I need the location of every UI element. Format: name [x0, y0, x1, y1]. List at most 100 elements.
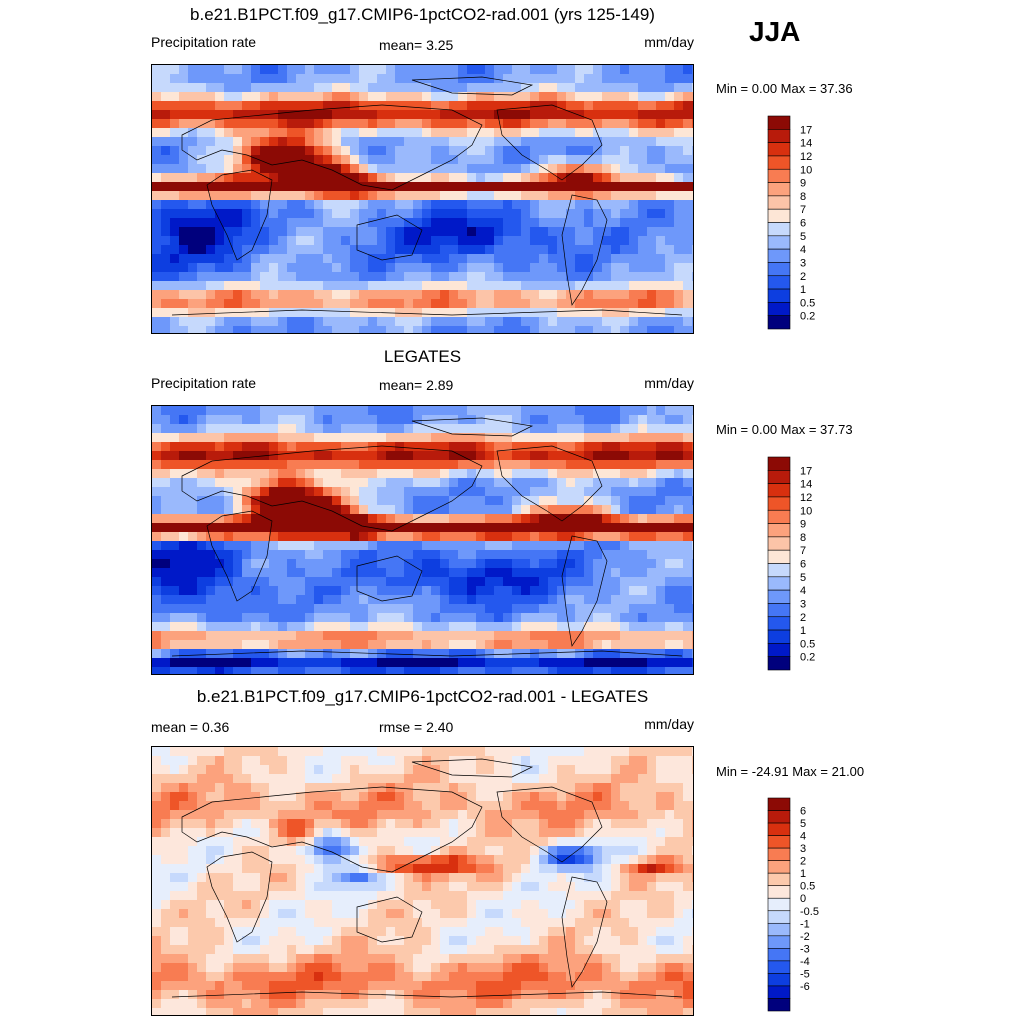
- panel-1-variable: Precipitation rate: [151, 34, 257, 50]
- colorbar-2-label: 17: [800, 465, 812, 477]
- colorbar-2-label: 12: [800, 492, 812, 504]
- panel-3-title: b.e21.B1PCT.f09_g17.CMIP6-1pctCO2-rad.00…: [196, 687, 649, 706]
- panel-2-title: LEGATES: [383, 347, 462, 366]
- colorbar-1-label: 14: [800, 138, 812, 150]
- colorbar-3-box: [767, 985, 791, 999]
- colorbar-1-label: 9: [800, 178, 806, 190]
- colorbar-2-box: [767, 576, 791, 591]
- colorbar-3-box: [767, 935, 791, 949]
- colorbar-1-box: [767, 195, 791, 210]
- colorbar-3-box: [767, 860, 791, 874]
- colorbar-2-box: [767, 496, 791, 511]
- colorbar-3-box: [767, 810, 791, 824]
- colorbar-1-label: 8: [800, 191, 806, 203]
- colorbar-2-box: [767, 603, 791, 618]
- colorbar-3-box: [767, 897, 791, 912]
- colorbar-2-box: [767, 536, 791, 551]
- colorbar-1-box: [767, 235, 791, 250]
- colorbar-2-box: [767, 509, 791, 524]
- panel-2-mean: mean= 2.89: [379, 377, 454, 393]
- colorbar-2-box: [767, 643, 791, 657]
- colorbar-2-box: [767, 656, 791, 671]
- colorbar-2-label: 0.5: [800, 638, 815, 650]
- colorbar-1-box: [767, 142, 791, 157]
- panel-3-colorbar: 6 5 4 3 2 1 0.5 0 -0.5 -1 -2 -3 -4 -5 -6: [767, 797, 828, 1012]
- colorbar-3-label: 0.5: [800, 881, 815, 893]
- panel-3-units: mm/day: [644, 716, 694, 732]
- colorbar-3-box: [767, 922, 791, 937]
- colorbar-3-label: -0.5: [800, 906, 819, 918]
- colorbar-2-box: [767, 589, 791, 604]
- colorbar-1-label: 6: [800, 218, 806, 230]
- colorbar-1-label: 0.5: [800, 297, 815, 309]
- colorbar-1-box: [767, 302, 791, 316]
- colorbar-2-label: 0.2: [800, 652, 815, 664]
- panel-1-units: mm/day: [644, 34, 694, 50]
- colorbar-2-box: [767, 549, 791, 564]
- colorbar-2-label: 2: [800, 612, 806, 624]
- colorbar-1-box: [767, 275, 791, 290]
- colorbar-3-box: [767, 797, 791, 811]
- colorbar-3-label: 2: [800, 856, 806, 868]
- colorbar-2-box: [767, 470, 791, 484]
- colorbar-3-label: 1: [800, 868, 806, 880]
- colorbar-2-label: 7: [800, 545, 806, 557]
- colorbar-1-box: [767, 208, 791, 223]
- colorbar-2-box: [767, 616, 791, 631]
- panel-2-units: mm/day: [644, 375, 694, 391]
- colorbar-3-box: [767, 960, 791, 974]
- colorbar-3-label: -2: [800, 931, 810, 943]
- panel-1-colorbar: 17 14 12 10 9 8 7 6 5 4 3 2 1 0.5 0.2: [767, 115, 828, 330]
- panel-1-minmax: Min = 0.00 Max = 37.36: [716, 81, 853, 96]
- colorbar-1-box: [767, 168, 791, 183]
- panel-2-colorbar: 17 14 12 10 9 8 7 6 5 4 3 2 1 0.5 0.2: [767, 456, 828, 671]
- panel-1-title: b.e21.B1PCT.f09_g17.CMIP6-1pctCO2-rad.00…: [190, 5, 655, 24]
- colorbar-3-box: [767, 910, 791, 924]
- colorbar-2-box: [767, 456, 791, 471]
- colorbar-1-box: [767, 182, 791, 197]
- colorbar-1-box: [767, 222, 791, 237]
- colorbar-1-box: [767, 129, 791, 143]
- colorbar-2-box: [767, 523, 791, 538]
- colorbar-3-box: [767, 847, 791, 861]
- colorbar-1-label: 3: [800, 257, 806, 269]
- colorbar-3-label: -6: [800, 981, 810, 993]
- colorbar-3-label: 0: [800, 893, 806, 905]
- colorbar-1-label: 2: [800, 271, 806, 283]
- colorbar-2-box: [767, 563, 791, 578]
- colorbar-3-label: -3: [800, 943, 810, 955]
- colorbar-2-label: 8: [800, 532, 806, 544]
- colorbar-3-box: [767, 973, 791, 987]
- panel-2-variable: Precipitation rate: [151, 375, 257, 391]
- colorbar-1-box: [767, 315, 791, 330]
- panel-3-rmse: rmse = 2.40: [379, 719, 454, 735]
- panel-3-mean: mean = 0.36: [151, 719, 230, 735]
- colorbar-1-label: 12: [800, 151, 812, 163]
- colorbar-2-label: 10: [800, 505, 812, 517]
- colorbar-1-box: [767, 115, 791, 130]
- panel-2-minmax: Min = 0.00 Max = 37.73: [716, 422, 853, 437]
- colorbar-1-label: 1: [800, 284, 806, 296]
- colorbar-3-label: 6: [800, 806, 806, 818]
- panel-1-map: [151, 64, 694, 334]
- colorbar-3-box: [767, 885, 791, 899]
- colorbar-1-box: [767, 155, 791, 170]
- colorbar-2-label: 6: [800, 559, 806, 571]
- colorbar-3-label: -5: [800, 968, 810, 980]
- panel-3-minmax: Min = -24.91 Max = 21.00: [716, 764, 865, 779]
- colorbar-3-box: [767, 822, 791, 836]
- season-label: JJA: [749, 16, 801, 47]
- colorbar-2-label: 14: [800, 479, 812, 491]
- colorbar-1-label: 4: [800, 244, 806, 256]
- colorbar-1-label: 7: [800, 204, 806, 216]
- colorbar-2-box: [767, 483, 791, 498]
- colorbar-1-label: 17: [800, 124, 812, 136]
- colorbar-3-box: [767, 872, 791, 887]
- colorbar-3-box: [767, 835, 791, 849]
- colorbar-1-box: [767, 262, 791, 277]
- colorbar-3-label: 4: [800, 831, 806, 843]
- colorbar-2-box: [767, 629, 791, 644]
- colorbar-1-box: [767, 288, 791, 303]
- colorbar-2-label: 4: [800, 585, 806, 597]
- colorbar-3-box: [767, 948, 791, 962]
